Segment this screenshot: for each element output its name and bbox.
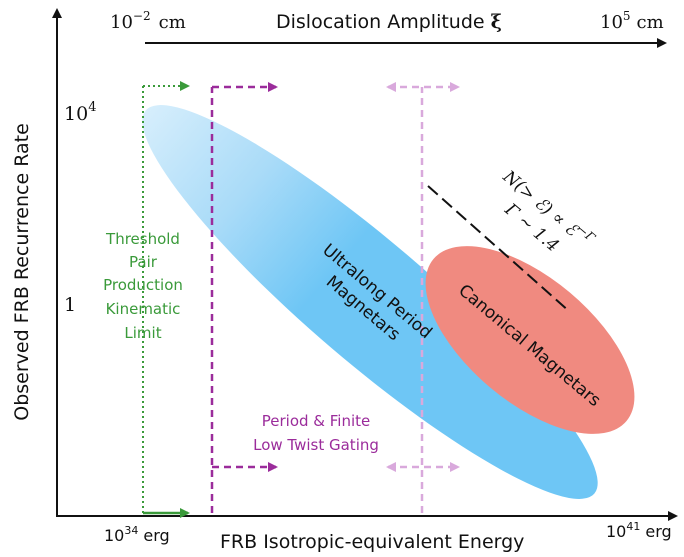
top-axis-title: Dislocation Amplitude ξ (276, 11, 502, 33)
svg-text:Low Twist Gating: Low Twist Gating (253, 436, 379, 454)
svg-text:Limit: Limit (124, 324, 161, 342)
top-axis-right-label: 105 cm (600, 9, 664, 33)
x-axis-right-label: 1041 erg (606, 520, 672, 541)
y-tick-low: 1 (64, 294, 76, 316)
svg-text:Threshold: Threshold (105, 230, 180, 248)
svg-text:Production: Production (103, 276, 183, 294)
svg-text:Period & Finite: Period & Finite (262, 412, 371, 430)
svg-text:Pair: Pair (129, 253, 158, 271)
top-axis-left-label: 10−2 cm (110, 9, 186, 33)
power-law-slope-line (427, 185, 571, 313)
ultralong-period-region (142, 105, 598, 499)
x-axis-title: FRB Isotropic-equivalent Energy (220, 531, 524, 553)
y-axis-title: Observed FRB Recurrence Rate (11, 123, 33, 421)
x-axis-left-label: 1034 erg (104, 524, 170, 545)
svg-text:Kinematic: Kinematic (106, 300, 181, 318)
canonical-magnetars-region (425, 246, 635, 434)
y-tick-high: 104 (64, 100, 96, 125)
gating-label: Period & Finite Low Twist Gating (253, 412, 379, 454)
threshold-label: Threshold Pair Production Kinematic Limi… (103, 230, 183, 342)
